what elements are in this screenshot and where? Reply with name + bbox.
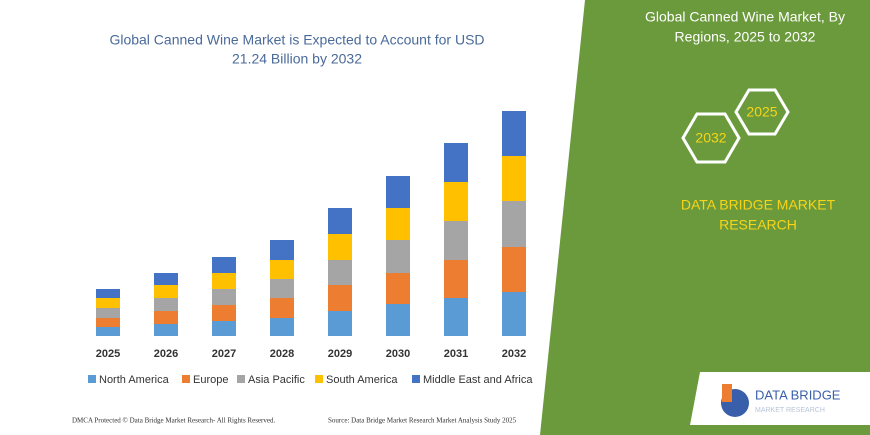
brand-text: RESEARCH — [719, 217, 797, 233]
bar-segment — [154, 324, 178, 336]
bar-segment — [96, 289, 120, 298]
legend-swatch — [88, 375, 96, 383]
bar-segment — [386, 176, 410, 208]
x-tick-label: 2025 — [96, 348, 120, 360]
hexagon — [681, 112, 741, 164]
bar-segment — [154, 285, 178, 298]
bar-segment — [328, 234, 352, 260]
bar-segment — [96, 327, 120, 336]
footer-left: DMCA Protected © Data Bridge Market Rese… — [72, 417, 275, 425]
x-tick-label: 2029 — [328, 348, 352, 360]
bar-segment — [270, 279, 294, 298]
bar-segment — [270, 298, 294, 318]
legend-label: Europe — [193, 374, 228, 386]
bar-segment — [386, 240, 410, 273]
hexagon — [734, 88, 790, 136]
bar-segment — [212, 289, 236, 305]
panel-title: Global Canned Wine Market, By — [645, 9, 845, 25]
x-tick-label: 2027 — [212, 348, 236, 360]
bar-segment — [154, 311, 178, 324]
bar-segment — [212, 305, 236, 321]
chart-title: 21.24 Billion by 2032 — [232, 51, 362, 67]
legend-label: North America — [99, 374, 170, 386]
bar-segment — [212, 273, 236, 289]
x-tick-label: 2026 — [154, 348, 178, 360]
hexagon-label: 2025 — [746, 104, 777, 120]
x-tick-label: 2030 — [386, 348, 410, 360]
legend-swatch — [412, 375, 420, 383]
green-panel — [540, 0, 870, 435]
legend-label: South America — [326, 374, 398, 386]
legend-swatch — [237, 375, 245, 383]
bar-segment — [328, 311, 352, 336]
bar-segment — [270, 318, 294, 336]
bar-segment — [328, 208, 352, 234]
hexagon-label: 2032 — [695, 130, 726, 146]
bar-segment — [154, 273, 178, 285]
legend-swatch — [182, 375, 190, 383]
bar-segment — [96, 298, 120, 308]
bar-segment — [270, 240, 294, 260]
footer-right: Source: Data Bridge Market Research Mark… — [328, 417, 517, 425]
bar-segment — [502, 201, 526, 247]
chart-title: Global Canned Wine Market is Expected to… — [109, 32, 484, 48]
bar-segment — [502, 156, 526, 201]
x-tick-label: 2032 — [502, 348, 526, 360]
bar-segment — [212, 321, 236, 336]
legend-label: Middle East and Africa — [423, 374, 533, 386]
bar-segment — [212, 257, 236, 273]
bar-segment — [386, 273, 410, 304]
bar-segment — [96, 318, 120, 327]
bar-segment — [444, 143, 468, 182]
bar-segment — [96, 308, 120, 318]
bar-segment — [270, 260, 294, 279]
logo-name: DATA BRIDGE — [755, 387, 841, 402]
panel-title: Regions, 2025 to 2032 — [675, 29, 816, 45]
legend-swatch — [315, 375, 323, 383]
x-tick-label: 2028 — [270, 348, 294, 360]
bar-segment — [444, 260, 468, 298]
bar-segment — [444, 298, 468, 336]
brand-text: DATA BRIDGE MARKET — [681, 197, 836, 213]
bar-segment — [502, 292, 526, 336]
logo-mark — [722, 384, 732, 402]
legend-label: Asia Pacific — [248, 374, 305, 386]
bar-segment — [444, 182, 468, 221]
bar-segment — [328, 285, 352, 311]
x-tick-label: 2031 — [444, 348, 468, 360]
logo-sub: MARKET RESEARCH — [755, 407, 825, 414]
bar-segment — [444, 221, 468, 260]
bar-segment — [386, 208, 410, 240]
bar-segment — [154, 298, 178, 311]
bar-segment — [386, 304, 410, 336]
bar-segment — [328, 260, 352, 285]
bar-segment — [502, 247, 526, 292]
bar-segment — [502, 111, 526, 156]
